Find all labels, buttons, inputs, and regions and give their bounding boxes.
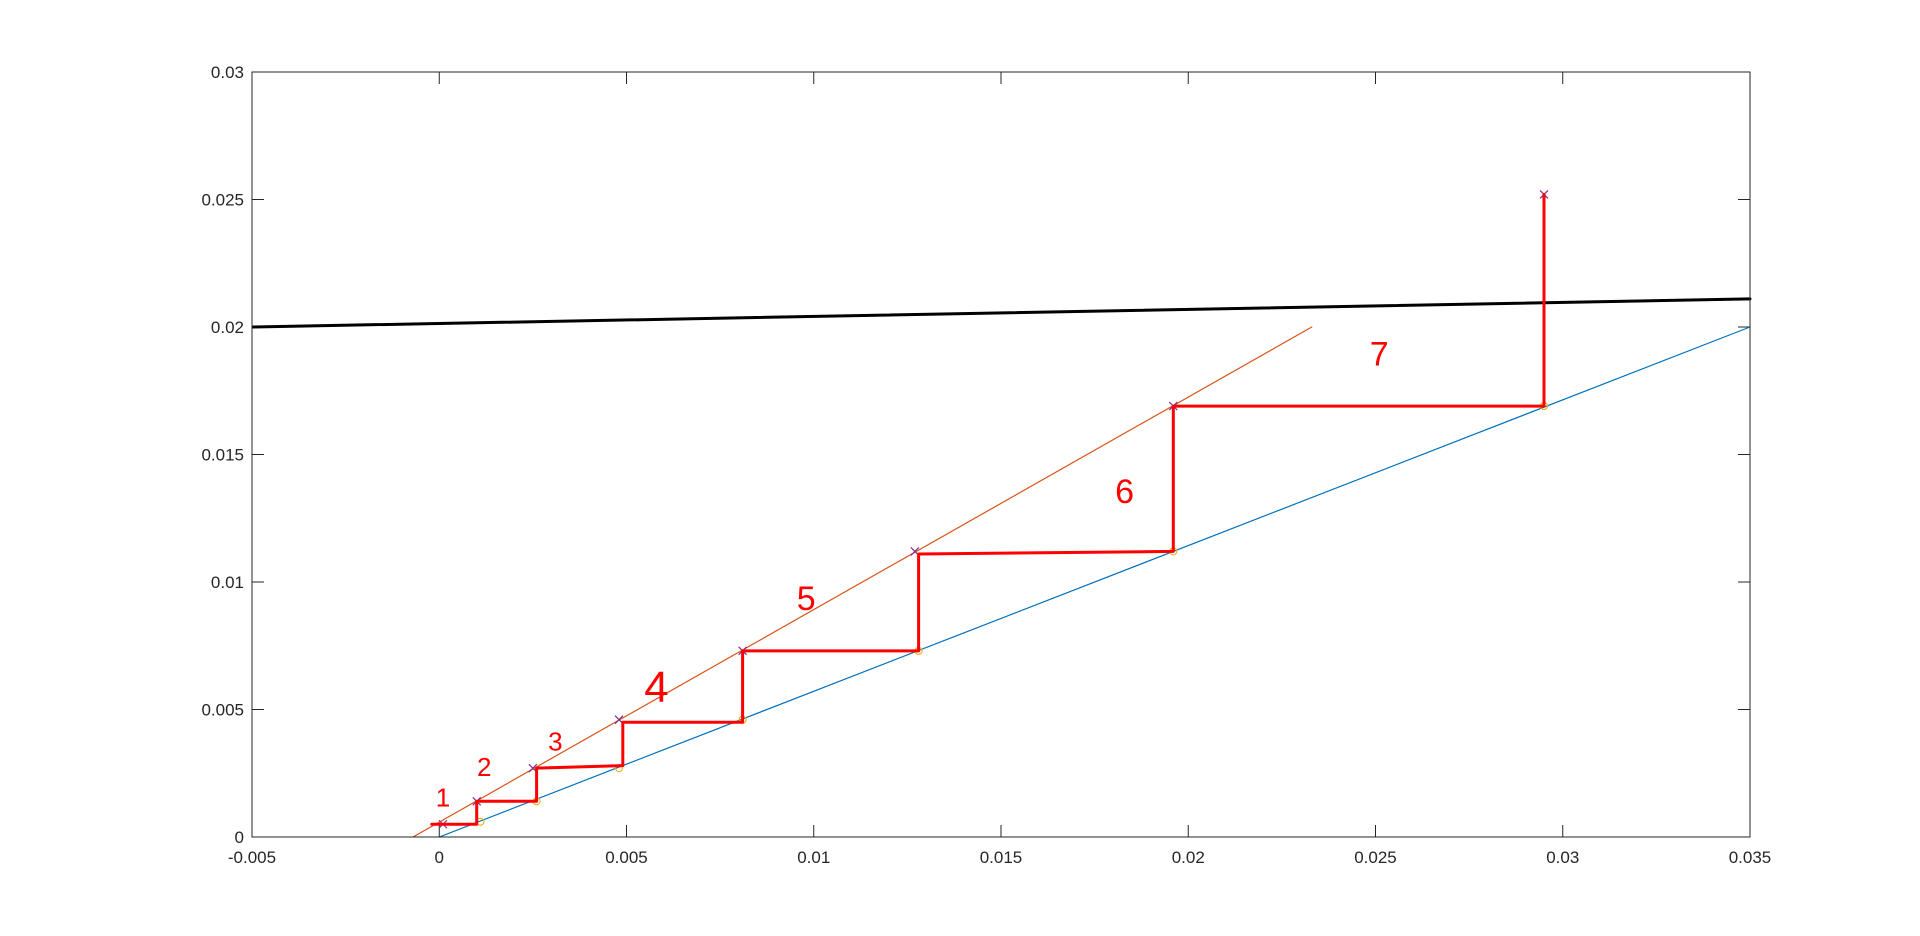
annotation-label: 2 <box>477 752 491 782</box>
axes-background <box>252 72 1750 837</box>
series-0 <box>438 326 1751 837</box>
x-tick-label: 0.015 <box>980 848 1023 867</box>
series-2 <box>252 297 1752 329</box>
annotation-label: 4 <box>644 663 668 712</box>
series-layer <box>252 189 1752 837</box>
annotation-label: 6 <box>1115 473 1134 511</box>
x-tick-label: 0.025 <box>1354 848 1397 867</box>
annotation-label: 1 <box>436 782 450 812</box>
x-tick-label: 0.02 <box>1172 848 1205 867</box>
y-tick-label: 0.025 <box>201 191 244 210</box>
x-tick-label: 0.005 <box>605 848 648 867</box>
x-tick-label: 0 <box>435 848 444 867</box>
y-tick-label: 0.01 <box>211 573 244 592</box>
annotation-layer: 12 3 4 5 6 7 <box>436 335 1389 812</box>
staircase-line <box>430 192 1546 826</box>
x-tick-label: 0.035 <box>1729 848 1772 867</box>
series-line <box>252 297 1752 329</box>
y-tick-label: 0.02 <box>211 318 244 337</box>
annotation-label: 3 <box>548 726 562 756</box>
axes-box <box>251 71 1751 838</box>
plot-area <box>252 72 1750 837</box>
y-tick-label: 0.015 <box>201 446 244 465</box>
annotation-label: 7 <box>1370 335 1389 373</box>
y-tick-label: 0.03 <box>211 63 244 82</box>
series-5 <box>430 192 1546 826</box>
x-tick-label: 0.01 <box>797 848 830 867</box>
series-line <box>438 326 1751 837</box>
y-tick-label: 0.005 <box>201 701 244 720</box>
x-tick-label: 0.03 <box>1546 848 1579 867</box>
series-line <box>412 326 1313 837</box>
axis-ticks: -0.005 0 0.005 0.01 0.015 0.02 0.025 0.03 0.0350… <box>201 63 1771 867</box>
y-tick-label: 0 <box>235 828 244 847</box>
annotation-label: 5 <box>797 580 816 618</box>
series-1 <box>412 326 1313 837</box>
x-tick-label: -0.005 <box>228 848 276 867</box>
